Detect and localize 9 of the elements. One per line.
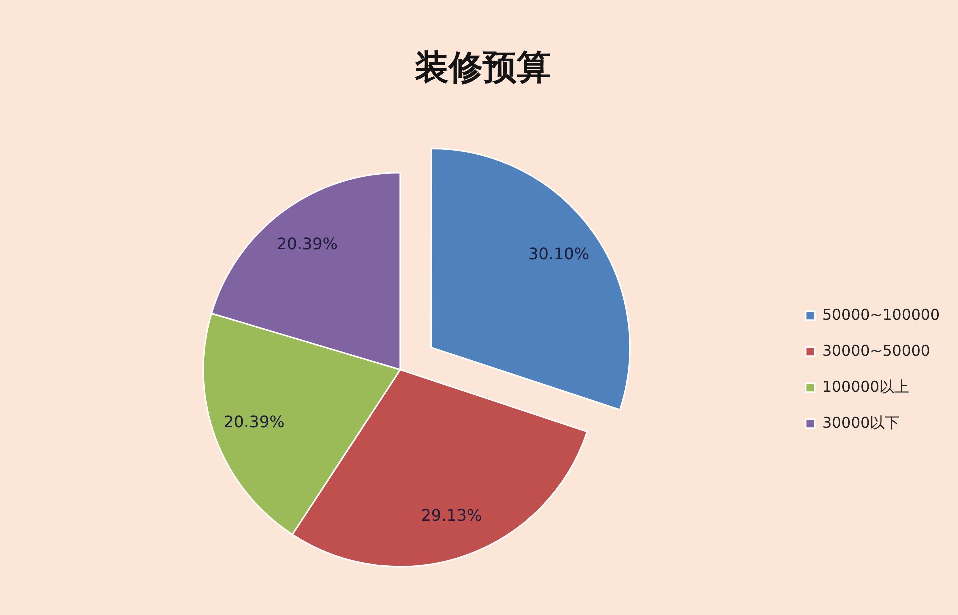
data-label: 29.13% bbox=[421, 506, 482, 526]
data-label: 20.39% bbox=[276, 234, 338, 254]
data-label: 30.10% bbox=[528, 244, 590, 264]
legend-label: 50000~100000 bbox=[822, 306, 940, 324]
chart-title: 装修预算 bbox=[415, 48, 551, 88]
data-label: 20.39% bbox=[224, 412, 285, 432]
legend-label: 100000以上 bbox=[822, 378, 910, 396]
legend-label: 30000~50000 bbox=[822, 342, 930, 360]
legend-label: 30000以下 bbox=[822, 414, 900, 432]
